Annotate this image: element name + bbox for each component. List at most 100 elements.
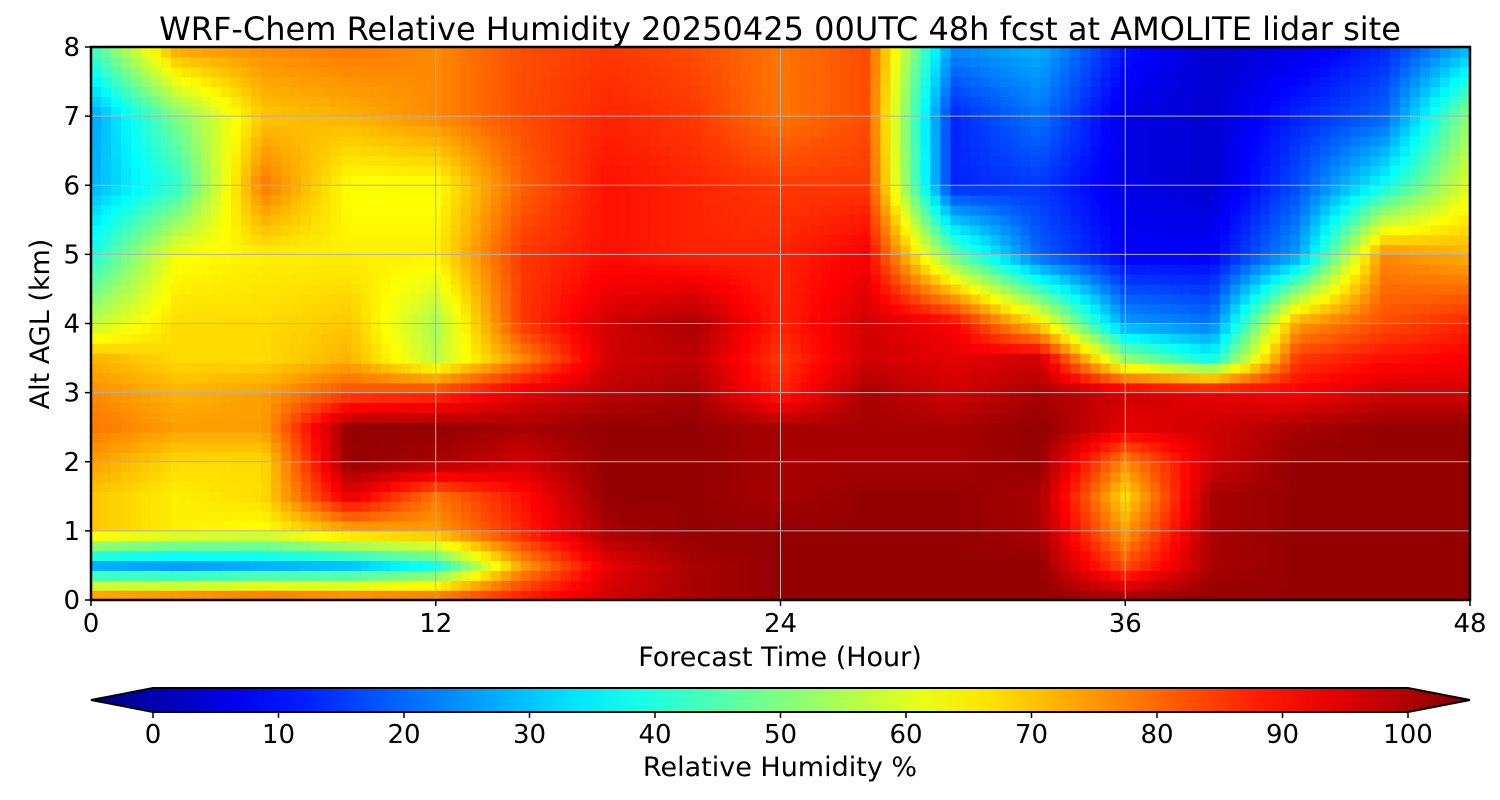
heatmap-cell — [810, 402, 822, 413]
heatmap-cell — [1420, 402, 1431, 413]
heatmap-cell — [620, 521, 632, 532]
heatmap-cell — [1270, 590, 1281, 601]
heatmap-cell — [1430, 471, 1441, 483]
heatmap-cell — [580, 293, 592, 305]
heatmap-cell — [200, 382, 212, 394]
heatmap-cell — [1400, 293, 1411, 305]
heatmap-cell — [380, 442, 392, 453]
heatmap-cell — [320, 234, 332, 246]
heatmap-cell — [1230, 530, 1241, 542]
heatmap-cell — [410, 293, 422, 305]
heatmap-cell — [300, 293, 312, 305]
heatmap-cell — [1170, 550, 1181, 562]
heatmap-cell — [1380, 353, 1391, 364]
heatmap-cell — [650, 372, 662, 384]
heatmap-cell — [1100, 481, 1111, 492]
heatmap-cell — [690, 540, 702, 552]
heatmap-cell — [1360, 382, 1371, 394]
heatmap-cell — [830, 382, 842, 394]
heatmap-cell — [1200, 244, 1211, 255]
heatmap-cell — [330, 422, 342, 433]
heatmap-cell — [270, 323, 282, 334]
heatmap-cell — [1060, 501, 1071, 512]
heatmap-cell — [320, 521, 332, 532]
heatmap-cell — [370, 530, 382, 542]
heatmap-cell — [650, 284, 662, 295]
heatmap-cell — [950, 392, 961, 404]
heatmap-cell — [350, 372, 362, 384]
heatmap-cell — [340, 461, 352, 473]
heatmap-cell — [1440, 530, 1451, 542]
heatmap-cell — [350, 333, 362, 344]
heatmap-cell — [1090, 353, 1101, 364]
heatmap-cell — [290, 471, 302, 483]
heatmap-cell — [1430, 511, 1441, 522]
heatmap-cell — [1290, 432, 1301, 443]
heatmap-cell — [1420, 521, 1431, 532]
heatmap-cell — [1230, 343, 1241, 354]
heatmap-cell — [410, 530, 422, 542]
heatmap-cell — [1160, 590, 1171, 601]
heatmap-cell — [1020, 392, 1031, 404]
heatmap-cell — [300, 521, 312, 532]
heatmap-cell — [860, 560, 872, 571]
heatmap-cell — [250, 451, 262, 463]
heatmap-cell — [1130, 461, 1141, 473]
heatmap-cell — [360, 323, 372, 334]
heatmap-cell — [190, 461, 202, 473]
heatmap-cell — [140, 274, 152, 285]
heatmap-cell — [310, 521, 322, 532]
heatmap-cell — [750, 274, 762, 285]
heatmap-cell — [260, 333, 272, 344]
heatmap-cell — [250, 540, 262, 552]
heatmap-cell — [640, 451, 652, 463]
heatmap-cell — [740, 412, 752, 423]
heatmap-cell — [490, 530, 502, 542]
heatmap-cell — [1440, 343, 1451, 354]
heatmap-cell — [190, 540, 202, 552]
heatmap-cell — [1360, 501, 1371, 512]
heatmap-cell — [930, 382, 941, 394]
heatmap-cell — [480, 491, 492, 502]
heatmap-cell — [1330, 293, 1341, 305]
heatmap-cell — [840, 402, 852, 413]
heatmap-cell — [960, 412, 971, 423]
heatmap-cell — [1330, 313, 1341, 325]
heatmap-cell — [330, 550, 342, 562]
heatmap-cell — [820, 550, 832, 562]
heatmap-cell — [1090, 303, 1101, 315]
heatmap-cell — [1200, 481, 1211, 492]
heatmap-cell — [1220, 363, 1231, 374]
heatmap-cell — [540, 323, 552, 334]
heatmap-cell — [520, 284, 532, 295]
heatmap-cell — [1310, 353, 1321, 364]
heatmap-cell — [1210, 313, 1221, 325]
heatmap-cell — [710, 313, 722, 325]
heatmap-cell — [1460, 313, 1471, 325]
heatmap-cell — [670, 284, 682, 295]
heatmap-cell — [540, 392, 552, 404]
heatmap-cell — [290, 392, 302, 404]
heatmap-cell — [570, 274, 582, 285]
heatmap-cell — [910, 303, 921, 315]
heatmap-cell — [150, 284, 162, 295]
heatmap-cell — [470, 550, 482, 562]
heatmap-cell — [1440, 363, 1451, 374]
heatmap-cell — [110, 511, 122, 522]
heatmap-cell — [140, 303, 152, 315]
heatmap-cell — [560, 590, 572, 601]
heatmap-cell — [440, 422, 452, 433]
heatmap-cell — [1280, 254, 1291, 265]
heatmap-cell — [890, 590, 902, 601]
heatmap-cell — [800, 521, 812, 532]
heatmap-cell — [820, 274, 832, 285]
heatmap-cell — [870, 293, 882, 305]
heatmap-cell — [1420, 530, 1431, 542]
heatmap-cell — [150, 461, 162, 473]
heatmap-cell — [320, 442, 332, 453]
heatmap-cell — [1210, 432, 1221, 443]
heatmap-cell — [860, 521, 872, 532]
heatmap-cell — [1160, 570, 1171, 581]
heatmap-cell — [890, 372, 902, 384]
heatmap-cell — [1310, 570, 1321, 581]
